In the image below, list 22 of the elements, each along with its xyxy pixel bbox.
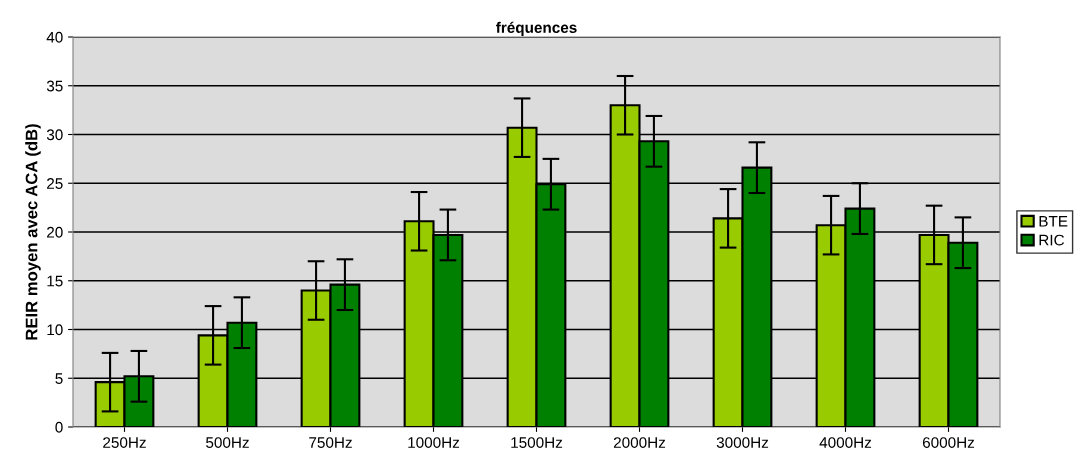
x-tick-label: 4000Hz [819, 437, 872, 448]
y-tick-label: 40 [46, 31, 63, 43]
x-tick-label: 250Hz [103, 437, 146, 448]
x-tick-label: 750Hz [309, 437, 352, 448]
y-tick-label: 35 [46, 80, 63, 92]
x-tick-label: 1500Hz [511, 437, 563, 448]
y-tick-label: 0 [55, 421, 63, 433]
legend-label: BTE [1039, 216, 1068, 227]
x-tick-label: 2000Hz [613, 437, 666, 448]
x-tick-label: 6000Hz [922, 437, 975, 448]
legend-label: RIC [1039, 234, 1065, 246]
y-axis-title: REIR moyen avec ACA (dB) [25, 124, 41, 340]
x-tick-label: 3000Hz [716, 437, 769, 448]
y-tick-label: 25 [47, 178, 63, 189]
y-tick-label: 15 [47, 275, 63, 287]
y-tick-label: 30 [46, 129, 63, 141]
y-tick-label: 5 [55, 373, 63, 384]
x-tick-label: 500Hz [206, 437, 249, 448]
y-tick-label: 10 [47, 324, 63, 336]
chart-title: fréquences [496, 21, 577, 36]
y-tick-label: 20 [47, 226, 63, 238]
x-tick-label: 1000Hz [408, 437, 460, 448]
